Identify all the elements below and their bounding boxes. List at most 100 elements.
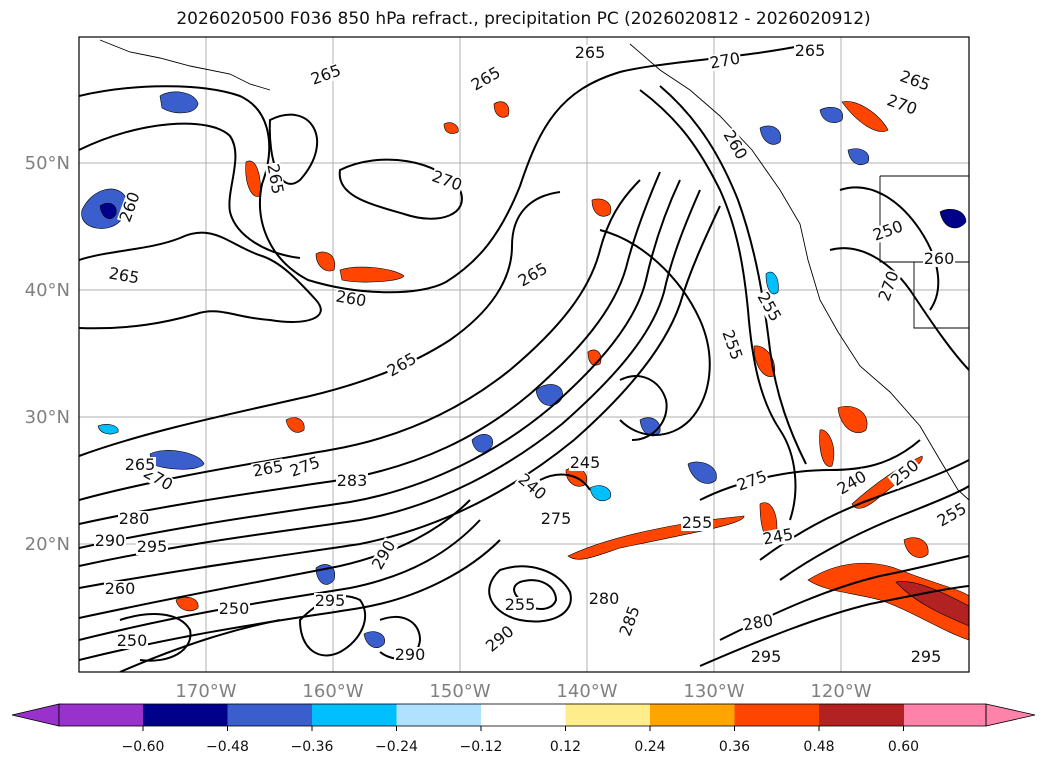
contour-label-bg — [934, 500, 969, 530]
contour-label: 265 — [795, 41, 826, 60]
contour-label-bg — [540, 511, 572, 527]
neg-anomaly-patch — [97, 424, 119, 435]
colorbar-tick-label: −0.36 — [291, 739, 334, 755]
contour-label-bg — [468, 64, 504, 94]
contour-label: 260 — [924, 249, 955, 268]
contour-label: 265 — [125, 455, 156, 474]
contour-label-bg — [104, 581, 136, 597]
contour-label-bg — [94, 533, 126, 549]
pos-anomaly-patch — [443, 122, 459, 134]
pos-anomaly-patch — [837, 406, 868, 434]
contour-label-bg — [218, 601, 250, 617]
neg-anomaly-patch — [847, 148, 870, 165]
contour-closed — [119, 613, 192, 662]
contour-label-bg — [482, 622, 518, 656]
colorbar: −0.60 −0.48 −0.36 −0.24 −0.12 0.12 0.24 0.36 0.4… — [11, 703, 1036, 755]
contour-low — [79, 539, 501, 661]
contour-240 — [539, 473, 591, 491]
contour-label-bg — [106, 265, 142, 287]
contour-label: 295 — [137, 537, 168, 556]
contour-label: 283 — [337, 471, 368, 490]
colorbar-tick-label: 0.36 — [719, 739, 750, 755]
contour-low — [119, 619, 281, 672]
contour-label-bg — [333, 288, 369, 310]
contour-closed — [268, 113, 319, 185]
map-frame — [78, 36, 970, 673]
contour-label: 255 — [682, 513, 713, 532]
longitude-label: 130°W — [683, 681, 744, 702]
latitude-label: 20°N — [25, 534, 70, 555]
contour-250 — [829, 247, 969, 371]
pos-anomaly-patch — [175, 596, 199, 612]
neg-anomaly-patch — [759, 125, 782, 145]
neg-anomaly-patch — [819, 107, 843, 123]
colorbar-bin — [819, 704, 904, 726]
pos-anomaly-patch — [315, 251, 336, 272]
contour-245 — [699, 439, 921, 501]
latitude-label: 50°N — [25, 153, 70, 174]
contour-label-bg — [574, 45, 606, 61]
latitude-labels: 50°N 40°N 30°N 20°N — [25, 153, 70, 555]
colorbar-bin — [481, 704, 566, 726]
contour-label-bg — [250, 458, 286, 480]
contour-label-bg — [760, 526, 796, 548]
colorbar-outline — [58, 703, 987, 727]
contour-label-bg — [116, 633, 148, 649]
longitude-label: 140°W — [556, 681, 617, 702]
contour-265 — [79, 231, 322, 330]
neg-anomaly-patch — [687, 461, 717, 484]
neg-anomaly-patch — [471, 434, 493, 453]
neg-anomaly-patch — [939, 209, 967, 229]
contour-label-bg — [719, 327, 745, 363]
contour-label-bg — [514, 470, 550, 504]
contour-label-bg — [264, 161, 286, 197]
contour-280 — [79, 171, 661, 525]
contour-label: 255 — [505, 595, 536, 614]
pos-anomaly-core — [895, 581, 969, 627]
neg-anomaly-patch — [159, 91, 199, 114]
longitude-label: 160°W — [302, 681, 363, 702]
contour-label-bg — [834, 468, 870, 498]
contour-label: 280 — [119, 509, 150, 528]
contour-label-bg — [124, 457, 156, 473]
neg-anomaly-patch — [765, 271, 779, 295]
contour-290 — [79, 189, 701, 567]
colorbar-bin — [312, 704, 397, 726]
colorbar-bin — [565, 704, 651, 726]
contour-255 — [639, 89, 797, 521]
contour-label-bg — [384, 350, 420, 380]
colorbar-tick-label: −0.60 — [122, 739, 165, 755]
pos-anomaly-band — [807, 562, 969, 641]
colorbar-bin — [143, 704, 228, 726]
contour-285 — [79, 179, 681, 549]
contour-label-bg — [754, 289, 784, 325]
contour-label-bg — [394, 647, 426, 663]
contour-label: 260 — [105, 579, 136, 598]
contour-270 — [79, 191, 561, 457]
contour-label: 245 — [570, 453, 601, 472]
contour-label-bg — [740, 612, 776, 634]
contour-260 — [839, 186, 940, 311]
neg-anomaly-core — [99, 202, 117, 219]
colorbar-tick-label: −0.24 — [375, 739, 418, 755]
contour-label-bg — [897, 68, 933, 94]
neg-anomaly-patch — [149, 450, 205, 470]
colorbar-tick-label: 0.12 — [550, 739, 581, 755]
contour-295 — [699, 585, 969, 667]
contour-label-bg — [118, 511, 150, 527]
longitude-label: 150°W — [429, 681, 490, 702]
contour-label-bg — [569, 455, 601, 471]
contour-label-bg — [308, 62, 344, 88]
contour-label-bg — [887, 456, 923, 490]
longitude-label: 170°W — [175, 681, 236, 702]
contour-label-bg — [923, 251, 955, 267]
colorbar-bin — [650, 704, 735, 726]
contour-label: 295 — [911, 647, 942, 666]
contour-label-bg — [876, 268, 902, 304]
latitude-label: 40°N — [25, 280, 70, 301]
contour-label: 290 — [95, 531, 126, 550]
contour-label-bg — [720, 127, 750, 163]
latitude-label: 30°N — [25, 407, 70, 428]
contour-295 — [79, 205, 721, 589]
